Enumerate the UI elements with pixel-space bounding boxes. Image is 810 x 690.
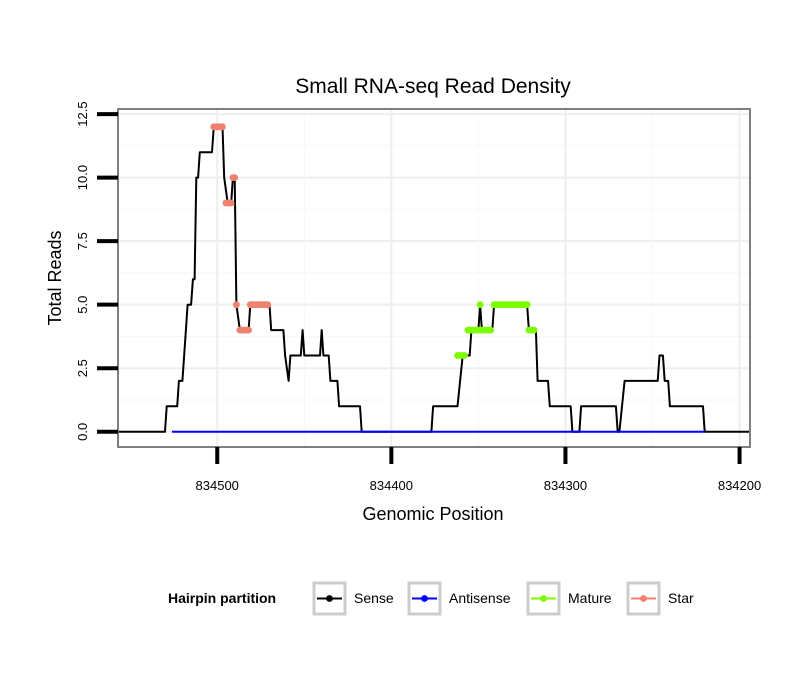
- data-point-mature: [461, 352, 468, 359]
- legend-key-point: [640, 595, 647, 602]
- data-point-star: [219, 123, 226, 131]
- y-tick-label: 5.0: [75, 296, 90, 314]
- x-tick-label: 834200: [718, 478, 761, 493]
- x-tick-label: 834300: [544, 478, 587, 493]
- chart-title: Small RNA-seq Read Density: [295, 75, 571, 98]
- data-point-mature: [523, 301, 531, 309]
- y-tick-label: 0.0: [75, 423, 90, 441]
- plot-panel-border: [117, 108, 751, 448]
- y-tick-label: 10.0: [75, 165, 90, 190]
- x-axis: 834500 834400 834300 834200: [196, 447, 761, 493]
- data-point-star: [231, 174, 239, 182]
- legend-label-sense: Sense: [354, 590, 394, 606]
- data-point-star: [232, 301, 240, 309]
- grid-lines: [118, 109, 750, 447]
- legend-title: Hairpin partition: [168, 590, 276, 606]
- series-layer: [118, 123, 750, 433]
- data-point-mature: [487, 326, 494, 334]
- y-axis: 0.0 2.5 5.0 7.5 10.0 12.5: [75, 101, 118, 441]
- data-point-mature: [530, 326, 538, 334]
- y-tick-label: 7.5: [75, 232, 90, 250]
- legend-key-point: [421, 595, 428, 602]
- data-point-star: [227, 199, 235, 207]
- legend-label-mature: Mature: [568, 590, 612, 606]
- data-point-mature: [476, 301, 484, 309]
- legend-label-antisense: Antisense: [449, 590, 511, 606]
- data-point-star: [245, 326, 252, 334]
- legend-key-point: [540, 595, 547, 602]
- data-point-star: [264, 301, 272, 309]
- series-line-sense: [118, 125, 750, 433]
- legend: Hairpin partition Sense Antisense Mature St…: [168, 581, 694, 616]
- x-tick-label: 834500: [196, 478, 239, 493]
- legend-label-star: Star: [668, 590, 694, 606]
- legend-key-point: [326, 595, 333, 602]
- y-tick-label: 12.5: [75, 101, 90, 126]
- y-tick-label: 2.5: [75, 359, 90, 377]
- y-axis-title: Total Reads: [45, 230, 65, 325]
- x-axis-title: Genomic Position: [362, 504, 503, 524]
- x-tick-label: 834400: [370, 478, 413, 493]
